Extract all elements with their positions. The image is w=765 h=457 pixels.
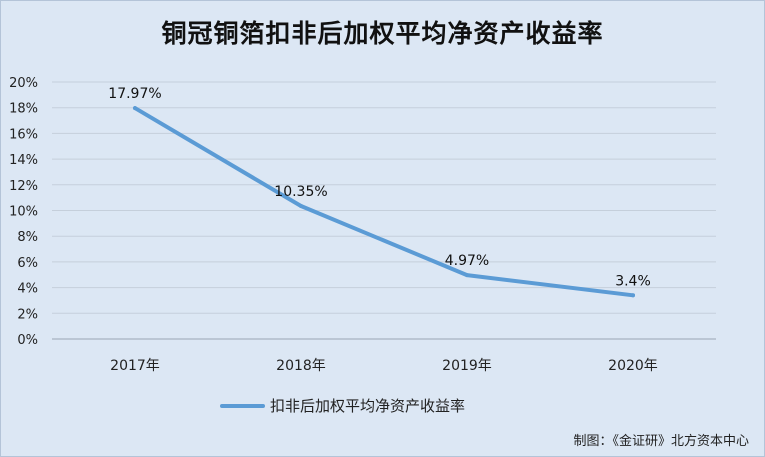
data-point [465,273,469,278]
y-tick-label: 2% [17,307,38,322]
y-tick-label: 12% [9,179,38,194]
y-tick-label: 4% [17,282,38,297]
chart-title: 铜冠铜箔扣非后加权平均净资产收益率 [161,19,604,48]
y-tick-label: 20% [9,76,38,91]
x-tick-label: 2018年 [276,358,326,374]
x-tick-label: 2019年 [442,358,492,374]
data-label: 3.4% [615,273,651,289]
data-point [299,204,303,209]
y-tick-label: 14% [9,153,38,168]
series-line [133,106,635,298]
x-tick-label: 2017年 [110,358,160,374]
y-tick-label: 8% [17,230,38,245]
y-tick-label: 0% [17,333,38,348]
data-label: 10.35% [274,184,327,200]
x-tick-label: 2020年 [608,358,658,374]
y-tick-label: 18% [9,102,38,117]
data-label: 17.97% [108,86,161,102]
source-footer: 制图：《金证研》北方资本中心 [573,434,749,449]
data-label: 4.97% [445,253,489,269]
y-tick-label: 10% [9,205,38,220]
legend-label: 扣非后加权平均净资产收益率 [270,397,465,415]
data-point [631,293,635,298]
data-point [133,106,137,111]
y-tick-label: 6% [17,256,38,271]
y-tick-label: 16% [9,127,38,142]
